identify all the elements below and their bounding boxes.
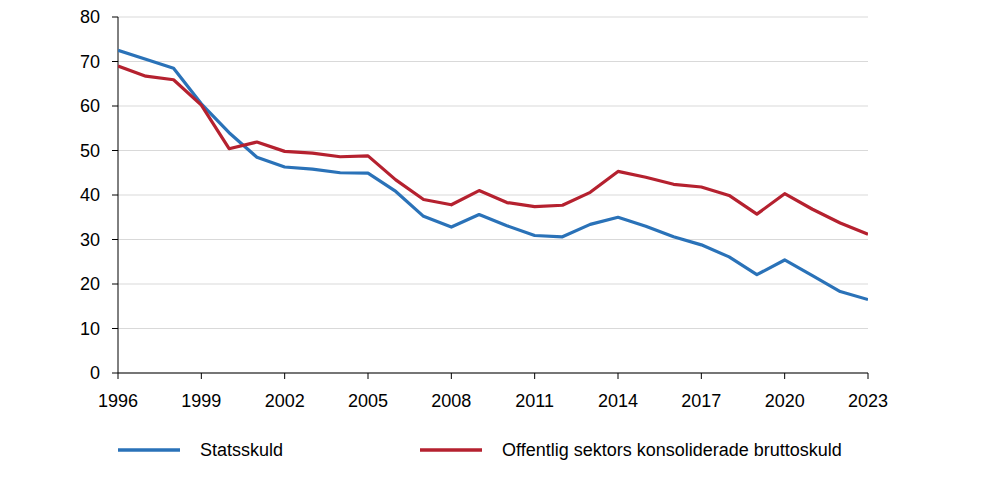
y-tick [112, 61, 118, 62]
x-tick [701, 373, 702, 379]
x-tick-label: 2008 [431, 391, 471, 411]
x-tick [534, 373, 535, 379]
grid-line [118, 373, 868, 374]
series-line [118, 66, 868, 234]
x-tick-label: 2014 [598, 391, 638, 411]
series-line [118, 50, 868, 299]
y-tick [112, 284, 118, 285]
y-tick-label: 70 [80, 52, 100, 72]
y-tick-label: 80 [80, 7, 100, 27]
x-tick-label: 2020 [765, 391, 805, 411]
y-tick-label: 0 [90, 363, 100, 383]
grid-line [118, 239, 868, 240]
y-tick-label: 40 [80, 185, 100, 205]
y-tick [112, 328, 118, 329]
x-tick [451, 373, 452, 379]
x-axis [118, 373, 868, 374]
y-tick-label: 50 [80, 141, 100, 161]
legend-label: Statsskuld [200, 440, 283, 460]
y-tick-label: 60 [80, 96, 100, 116]
y-tick [112, 239, 118, 240]
chart: 0 10 20 30 40 50 60 70 80 1996 1999 2002 2005 2008 201… [0, 0, 1000, 478]
y-tick-label: 20 [80, 274, 100, 294]
grid-line [118, 150, 868, 151]
x-tick-label: 2002 [265, 391, 305, 411]
y-tick [112, 150, 118, 151]
x-tick [284, 373, 285, 379]
x-tick [618, 373, 619, 379]
y-axis [118, 17, 119, 373]
y-tick [112, 106, 118, 107]
legend-swatch [420, 448, 482, 452]
x-tick-label: 2005 [348, 391, 388, 411]
grid-line [118, 17, 868, 18]
x-tick [868, 373, 869, 379]
x-tick-label: 2017 [681, 391, 721, 411]
x-tick-label: 2023 [848, 391, 888, 411]
legend-label: Offentlig sektors konsoliderade bruttosk… [502, 440, 842, 460]
grid-line [118, 61, 868, 62]
x-tick [118, 373, 119, 379]
grid-line [118, 106, 868, 107]
y-tick [112, 195, 118, 196]
y-tick-label: 10 [80, 319, 100, 339]
y-tick [112, 373, 118, 374]
x-tick [784, 373, 785, 379]
x-tick [368, 373, 369, 379]
x-tick-label: 1999 [181, 391, 221, 411]
x-tick [201, 373, 202, 379]
x-tick-label: 2011 [515, 391, 554, 411]
y-tick-label: 30 [80, 230, 100, 250]
y-tick [112, 17, 118, 18]
x-tick-label: 1996 [98, 391, 138, 411]
grid-line [118, 284, 868, 285]
plot-area [118, 50, 868, 299]
legend-swatch [118, 448, 180, 452]
grid-line [118, 328, 868, 329]
